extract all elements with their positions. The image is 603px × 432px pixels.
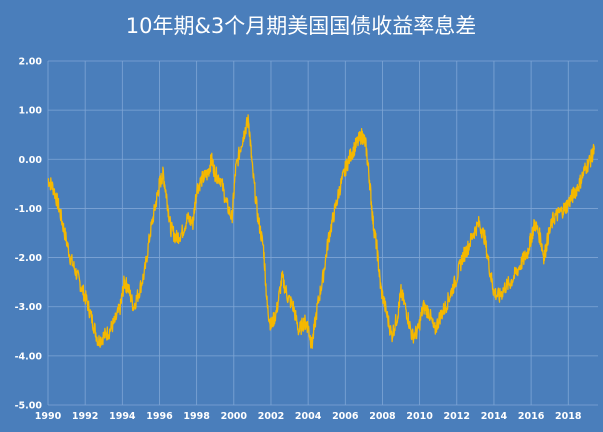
x-tick-label: 1994 bbox=[109, 411, 136, 422]
x-tick-label: 1992 bbox=[72, 411, 98, 422]
y-tick-label: -2.00 bbox=[15, 253, 43, 264]
x-tick-label: 2014 bbox=[481, 411, 508, 422]
x-tick-label: 2010 bbox=[406, 411, 433, 422]
series-layer bbox=[47, 114, 595, 349]
x-tick-label: 2008 bbox=[369, 411, 396, 422]
y-tick-label: -3.00 bbox=[15, 302, 43, 313]
y-tick-label: -4.00 bbox=[15, 351, 43, 362]
x-tick-label: 2002 bbox=[258, 411, 284, 422]
x-tick-label: 2006 bbox=[332, 411, 359, 422]
x-tick-labels: 1990 1992 1994 1996 1998 2000 2002 2004 2006 2008… bbox=[35, 411, 582, 422]
x-tick-label: 2018 bbox=[555, 411, 582, 422]
y-tick-label: -5.00 bbox=[15, 401, 43, 412]
x-tick-label: 1990 bbox=[35, 411, 62, 422]
grid-layer bbox=[47, 60, 598, 406]
y-tick-label: -1.00 bbox=[15, 204, 43, 215]
x-tick-label: 2004 bbox=[295, 411, 322, 422]
x-tick-label: 1998 bbox=[183, 411, 210, 422]
y-tick-labels: 2.00 1.00 0.00 -1.00 -2.00 -3.00 -4.00 -5.00 bbox=[15, 57, 43, 412]
series-line bbox=[47, 114, 595, 349]
x-tick-label: 1996 bbox=[146, 411, 173, 422]
x-tick-label: 2016 bbox=[518, 411, 545, 422]
y-tick-label: 0.00 bbox=[19, 155, 43, 166]
x-tick-label: 2000 bbox=[221, 411, 248, 422]
chart-title: 10年期&3个月期美国国债收益率息差 bbox=[126, 14, 476, 38]
x-tick-label: 2012 bbox=[444, 411, 470, 422]
y-tick-label: 2.00 bbox=[19, 57, 43, 68]
y-tick-label: 1.00 bbox=[19, 106, 43, 117]
